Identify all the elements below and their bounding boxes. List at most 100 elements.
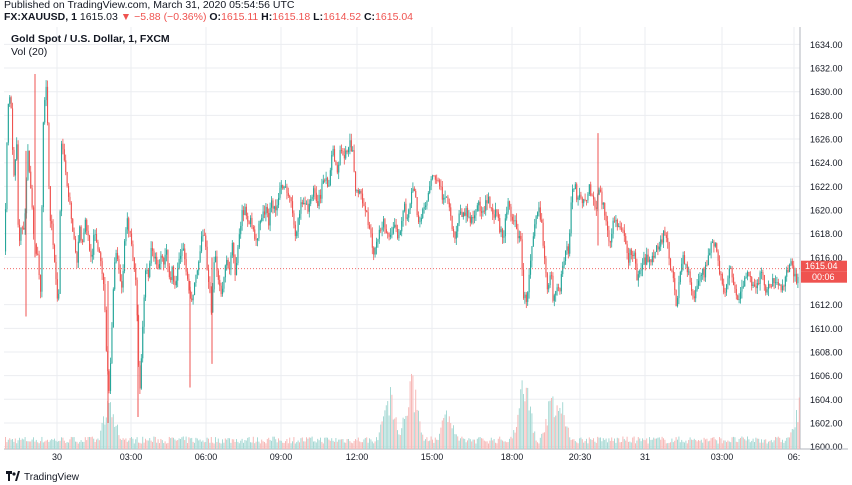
candle-body — [307, 203, 309, 212]
volume-bar — [231, 439, 233, 449]
candle-body — [769, 284, 771, 287]
volume-bar — [194, 442, 195, 449]
candle-body — [97, 241, 99, 250]
candle-body — [369, 225, 371, 229]
volume-bar — [108, 402, 110, 449]
volume-bar — [164, 441, 166, 449]
candle-body — [191, 298, 193, 301]
volume-bar — [62, 437, 64, 449]
candle-body — [387, 232, 389, 234]
candle-body — [398, 234, 400, 239]
volume-bar — [562, 402, 564, 449]
volume-bar — [34, 441, 36, 449]
candle-body — [553, 295, 555, 301]
volume-bar — [89, 436, 90, 449]
volume-bar — [373, 443, 375, 449]
candle-body — [208, 269, 210, 282]
volume-bar — [685, 440, 687, 449]
candle-body — [485, 200, 487, 211]
tradingview-logo[interactable]: TradingView — [6, 470, 79, 483]
volume-bar — [275, 439, 277, 449]
volume-bar — [300, 438, 302, 449]
candle-body — [635, 252, 637, 264]
volume-bar — [654, 438, 656, 449]
candle-body — [364, 206, 366, 211]
volume-bar — [83, 441, 85, 449]
volume-bar — [579, 438, 580, 449]
candle-body — [693, 296, 695, 299]
volume-bar — [173, 437, 174, 449]
price-chart-svg[interactable]: 1634.00 1632.00 1630.00 1628.00 1626.00 1624.… — [4, 27, 848, 467]
candle-body — [796, 273, 798, 284]
candle-body — [538, 207, 540, 213]
candle-body — [10, 97, 12, 109]
volume-bar — [616, 437, 618, 449]
candle-body — [436, 179, 438, 181]
candle-body — [734, 285, 736, 289]
volume-bar — [280, 440, 282, 449]
candle-body — [548, 285, 550, 290]
volume-bar — [749, 442, 751, 449]
candle-body — [681, 263, 683, 273]
candle-body — [28, 150, 30, 172]
chart-area[interactable]: 1634.00 1632.00 1630.00 1628.00 1626.00 1624.… — [4, 27, 848, 467]
volume-bar — [759, 442, 761, 449]
volume-bar — [287, 443, 289, 449]
volume-bar — [177, 440, 179, 449]
volume-bar — [147, 440, 149, 449]
volume-bar — [653, 437, 655, 449]
candle-body — [84, 219, 86, 233]
volume-bar — [223, 442, 225, 449]
volume-bar — [216, 442, 218, 449]
candle-body — [443, 197, 445, 200]
volume-bar — [682, 441, 684, 449]
volume-bar — [521, 380, 523, 449]
candle-body — [664, 230, 666, 236]
candle-body — [66, 172, 68, 187]
y-tick-label: 1630.00 — [810, 87, 843, 97]
volume-bar — [80, 440, 82, 449]
volume-bar — [24, 437, 26, 449]
volume-bar — [721, 443, 723, 449]
volume-bar — [143, 442, 145, 449]
volume-bar — [689, 437, 691, 449]
candle-body — [467, 207, 469, 217]
volume-bar — [637, 437, 639, 449]
candle-body — [684, 255, 686, 265]
candle-body — [688, 271, 690, 273]
volume-bar — [560, 413, 562, 449]
volume-bar — [478, 437, 480, 449]
candle-body — [439, 180, 441, 187]
volume-bar — [91, 436, 93, 449]
volume-bar — [789, 437, 790, 449]
volume-bar — [241, 438, 243, 449]
candle-body — [170, 277, 172, 280]
candle-body — [500, 229, 502, 233]
volume-bar — [184, 440, 186, 449]
volume-bar — [14, 438, 16, 449]
candle-body — [695, 289, 697, 299]
volume-bar — [591, 439, 593, 449]
candle-body — [682, 255, 684, 264]
candle-body — [472, 216, 474, 219]
candle-body — [128, 218, 130, 231]
volume-bar — [518, 408, 520, 449]
candle-body — [26, 179, 28, 214]
volume-bar — [583, 442, 585, 449]
candle-body — [433, 175, 435, 177]
volume-bar — [168, 436, 170, 449]
volume-bar — [733, 436, 734, 449]
candle-body — [310, 199, 312, 204]
volume-bar — [707, 441, 709, 449]
candle-body — [160, 255, 162, 264]
candle-body — [12, 108, 14, 150]
candle-body — [349, 140, 351, 148]
candle-body — [154, 256, 156, 259]
volume-bar — [175, 440, 177, 449]
volume-bar — [387, 401, 389, 449]
volume-bar — [145, 438, 146, 449]
candle-body — [499, 218, 501, 233]
candle-body — [210, 292, 212, 313]
volume-bar — [317, 438, 319, 449]
volume-bar — [65, 443, 67, 449]
